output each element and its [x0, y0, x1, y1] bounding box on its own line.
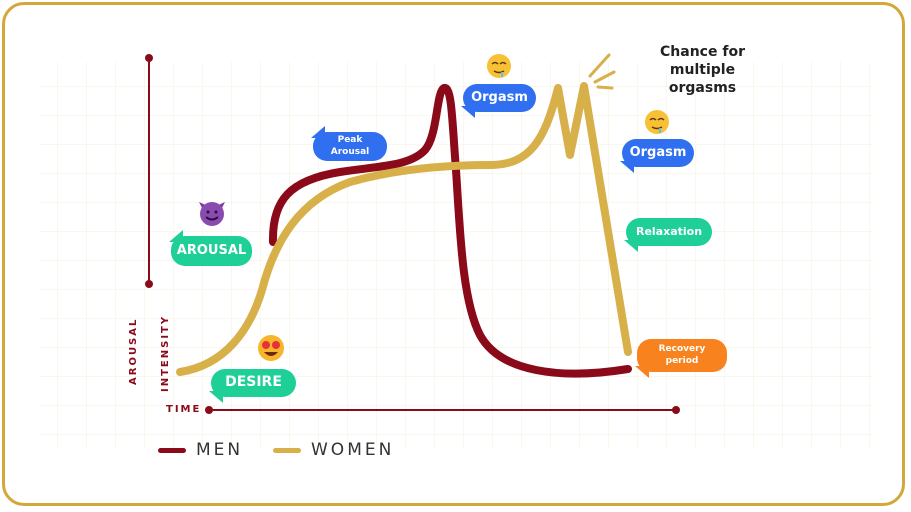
men-curve	[268, 84, 632, 378]
relaxation-bubble: Relaxation	[624, 218, 712, 252]
y-axis-label-arousal: AROUSAL	[128, 317, 139, 385]
drooling-face-emoji	[645, 110, 669, 134]
orgasm-men-bubble: Orgasm	[461, 84, 536, 118]
peak-arousal-bubble: Peak Arousal	[311, 126, 387, 161]
y-axis-label-intensity: INTENSITY	[160, 314, 171, 392]
y-axis-dot-bottom	[145, 280, 153, 288]
drooling-face-emoji	[487, 54, 511, 78]
women-swatch	[273, 447, 301, 453]
x-axis-label: TIME	[166, 404, 202, 415]
y-axis-dot-top	[145, 54, 153, 62]
arousal-bubble: AROUSAL	[169, 230, 252, 266]
legend-men: MEN	[158, 440, 243, 460]
heart-eyes-emoji	[258, 335, 284, 361]
sparkle-icon	[588, 53, 616, 90]
multiple-orgasms-note: Chance for multiple orgasms	[660, 44, 745, 97]
x-axis-dot-left	[205, 406, 213, 414]
legend-men-label: MEN	[196, 440, 244, 460]
legend-women-label: WOMEN	[311, 440, 395, 460]
orgasm-women-bubble: Orgasm	[620, 139, 694, 173]
desire-bubble: DESIRE	[209, 369, 296, 403]
smiling-devil-emoji	[199, 202, 225, 226]
recovery-period-bubble: Recovery period	[635, 339, 727, 378]
women-curve	[176, 82, 632, 376]
x-axis-dot-right	[672, 406, 680, 414]
legend-women: WOMEN	[273, 440, 394, 460]
men-swatch	[158, 447, 186, 453]
